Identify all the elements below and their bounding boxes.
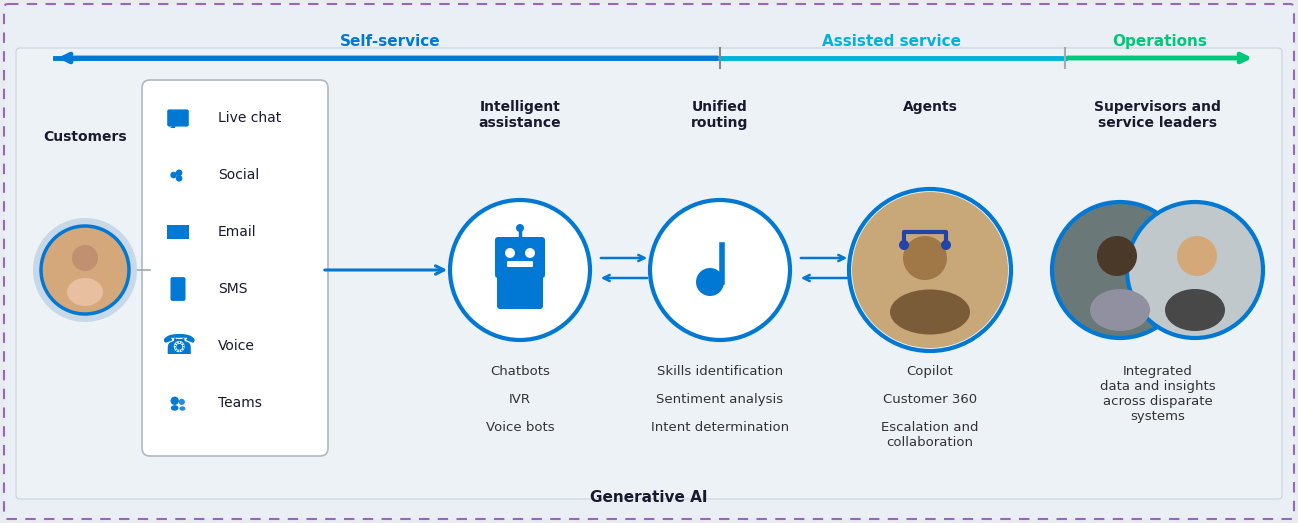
Text: Assisted service: Assisted service: [823, 34, 962, 49]
FancyBboxPatch shape: [495, 237, 545, 278]
Ellipse shape: [1090, 289, 1150, 331]
Circle shape: [650, 200, 790, 340]
Text: Live chat: Live chat: [218, 111, 282, 125]
Polygon shape: [167, 225, 190, 238]
Circle shape: [941, 240, 951, 250]
Text: Customer 360: Customer 360: [883, 393, 977, 406]
Text: Sentiment analysis: Sentiment analysis: [657, 393, 784, 406]
Circle shape: [1177, 236, 1218, 276]
Text: Intent determination: Intent determination: [650, 421, 789, 434]
Circle shape: [1051, 202, 1188, 338]
FancyBboxPatch shape: [16, 48, 1282, 499]
Circle shape: [524, 248, 535, 258]
Text: Voice: Voice: [218, 339, 254, 353]
Circle shape: [903, 236, 948, 280]
Ellipse shape: [171, 405, 179, 411]
Text: ☎: ☎: [161, 332, 195, 360]
Text: Chatbots: Chatbots: [491, 365, 550, 378]
Text: SMS: SMS: [218, 282, 248, 296]
Text: Social: Social: [218, 168, 260, 182]
Ellipse shape: [67, 278, 103, 306]
Text: Voice bots: Voice bots: [485, 421, 554, 434]
FancyBboxPatch shape: [508, 261, 533, 267]
Text: Supervisors and
service leaders: Supervisors and service leaders: [1094, 100, 1221, 130]
Text: Escalation and
collaboration: Escalation and collaboration: [881, 421, 979, 449]
Circle shape: [175, 169, 183, 176]
Text: Integrated
data and insights
across disparate
systems: Integrated data and insights across disp…: [1099, 365, 1215, 423]
Circle shape: [900, 240, 909, 250]
Circle shape: [1127, 202, 1263, 338]
Text: Skills identification: Skills identification: [657, 365, 783, 378]
Text: Intelligent
assistance: Intelligent assistance: [479, 100, 561, 130]
Circle shape: [170, 172, 177, 178]
Text: IVR: IVR: [509, 393, 531, 406]
Text: Customers: Customers: [43, 130, 127, 144]
FancyBboxPatch shape: [4, 4, 1294, 519]
Polygon shape: [167, 225, 190, 233]
Ellipse shape: [1166, 289, 1225, 331]
Circle shape: [450, 200, 591, 340]
FancyBboxPatch shape: [170, 277, 186, 301]
Text: Copilot: Copilot: [906, 365, 953, 378]
Text: Generative AI: Generative AI: [591, 491, 707, 506]
Ellipse shape: [179, 406, 186, 411]
Circle shape: [517, 224, 524, 232]
Circle shape: [32, 218, 138, 322]
FancyBboxPatch shape: [167, 109, 188, 127]
Ellipse shape: [890, 290, 970, 335]
Text: Teams: Teams: [218, 396, 262, 410]
Circle shape: [1097, 236, 1137, 276]
Circle shape: [179, 399, 184, 405]
Circle shape: [175, 175, 183, 181]
FancyBboxPatch shape: [497, 275, 543, 309]
Circle shape: [696, 268, 724, 296]
Polygon shape: [170, 124, 175, 128]
Circle shape: [851, 192, 1009, 348]
Text: Operations: Operations: [1112, 34, 1207, 49]
Circle shape: [38, 222, 132, 318]
Text: Unified
routing: Unified routing: [692, 100, 749, 130]
Circle shape: [71, 245, 99, 271]
Text: Self-service: Self-service: [340, 34, 440, 49]
FancyBboxPatch shape: [141, 80, 328, 456]
Circle shape: [170, 396, 179, 405]
Circle shape: [505, 248, 515, 258]
Text: Email: Email: [218, 225, 257, 239]
Circle shape: [42, 226, 129, 314]
Text: Agents: Agents: [902, 100, 958, 114]
